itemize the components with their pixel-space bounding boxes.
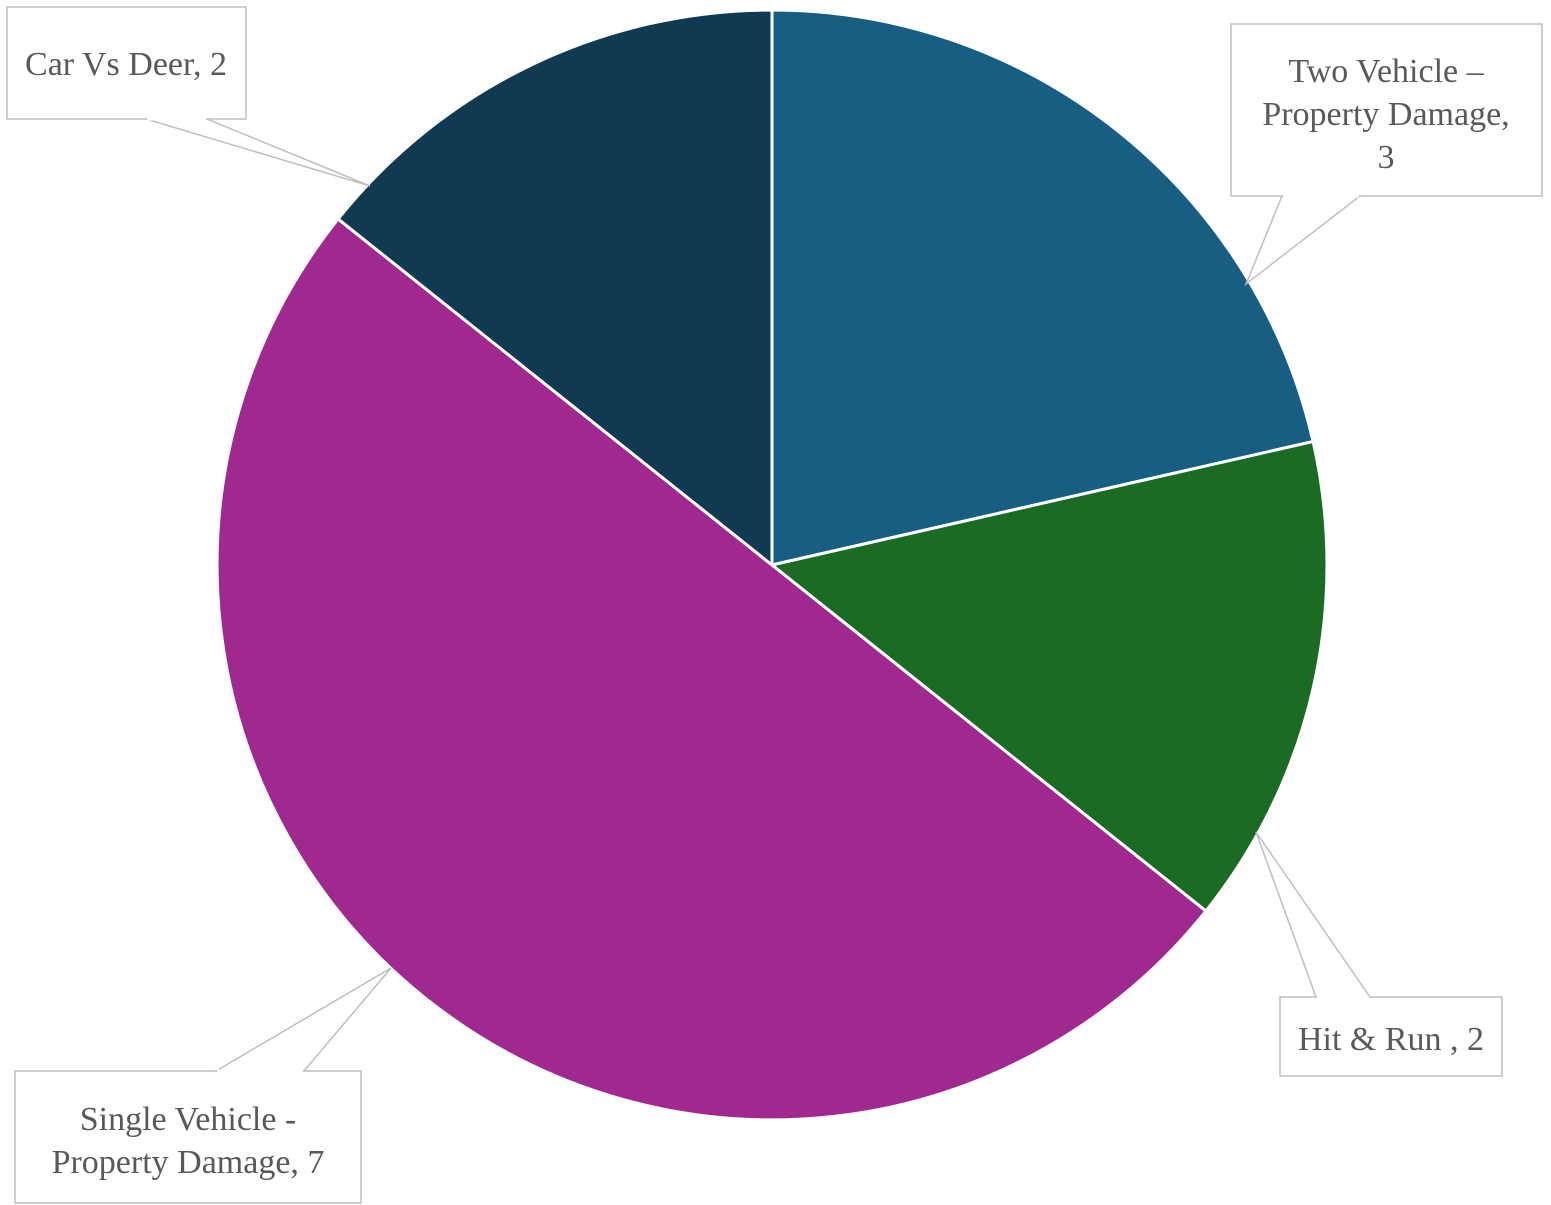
- data-label-text: Single Vehicle -: [80, 1101, 297, 1138]
- data-label-text: 3: [1378, 139, 1395, 176]
- pie-slice-car-vs-deer: [335, 8, 774, 569]
- callout-box: [6, 6, 247, 120]
- data-label-text: Two Vehicle –: [1288, 53, 1484, 90]
- callout-box: [14, 1070, 362, 1204]
- callout-car-vs-deer: Car Vs Deer, 2: [6, 6, 371, 187]
- callout-leader: [1244, 195, 1363, 287]
- callout-two-vehicle-property-damage: Two Vehicle – Property Damage, 3: [1230, 23, 1543, 287]
- data-label-text: Car Vs Deer, 2: [25, 46, 227, 83]
- callout-leader: [1255, 831, 1372, 998]
- pie-slice-two-vehicle-property-damage: [770, 8, 1315, 567]
- pie-slice-hit-run: [768, 439, 1329, 914]
- callout-box: [1279, 996, 1503, 1077]
- callout-leader: [213, 967, 392, 1072]
- callout-hit-run: Hit & Run , 2: [1255, 831, 1503, 1077]
- callout-box: [1230, 23, 1543, 197]
- data-label-text: Property Damage, 7: [52, 1144, 325, 1181]
- data-label-text: Hit & Run , 2: [1298, 1021, 1484, 1058]
- data-label-text: Property Damage,: [1262, 96, 1509, 133]
- callout-single-vehicle-property-damage: Single Vehicle - Property Damage, 7: [14, 967, 392, 1204]
- callout-leader: [145, 118, 371, 187]
- data-label-callouts: Two Vehicle – Property Damage, 3 Hit & Run …: [6, 6, 1543, 1204]
- pie-slices: [215, 8, 1329, 1122]
- pie-slice-single-vehicle-property-damage: [215, 216, 1209, 1122]
